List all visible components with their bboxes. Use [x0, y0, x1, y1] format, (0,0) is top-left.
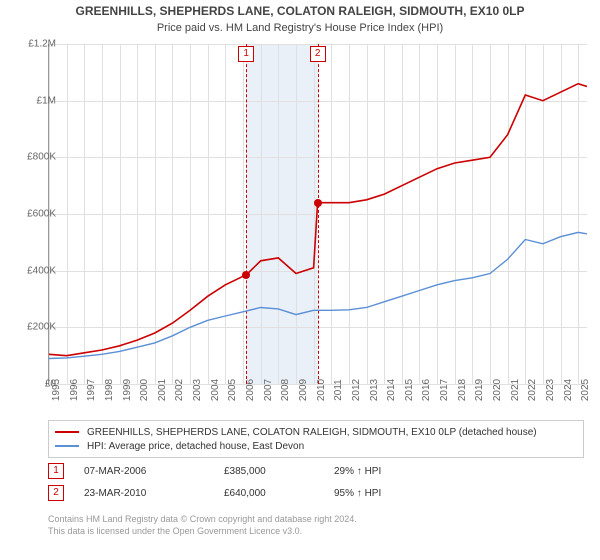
legend: GREENHILLS, SHEPHERDS LANE, COLATON RALE…	[48, 420, 584, 458]
event-date: 07-MAR-2006	[84, 466, 224, 477]
plot-area: 12	[48, 44, 587, 385]
legend-item: HPI: Average price, detached house, East…	[55, 439, 577, 453]
footer-text: Contains HM Land Registry data © Crown c…	[48, 514, 357, 537]
event-price: £640,000	[224, 488, 334, 499]
legend-item: GREENHILLS, SHEPHERDS LANE, COLATON RALE…	[55, 425, 577, 439]
event-price: £385,000	[224, 466, 334, 477]
marker-dot	[242, 271, 250, 279]
event-table: 1 07-MAR-2006£385,00029% ↑ HPI 2 23-MAR-201…	[48, 460, 444, 504]
marker-label: 2	[310, 46, 326, 62]
footer-line-2: This data is licensed under the Open Gov…	[48, 526, 357, 538]
legend-swatch	[55, 445, 79, 447]
series-hpi	[49, 232, 587, 358]
legend-label: HPI: Average price, detached house, East…	[87, 441, 304, 452]
event-pct: 95% ↑ HPI	[334, 488, 444, 499]
line-series-svg	[49, 44, 587, 384]
marker-label: 1	[238, 46, 254, 62]
legend-swatch	[55, 431, 79, 433]
legend-label: GREENHILLS, SHEPHERDS LANE, COLATON RALE…	[87, 427, 537, 438]
event-date: 23-MAR-2010	[84, 488, 224, 499]
chart-container: GREENHILLS, SHEPHERDS LANE, COLATON RALE…	[0, 0, 600, 560]
event-marker-number: 2	[48, 485, 64, 501]
event-pct: 29% ↑ HPI	[334, 466, 444, 477]
chart-title: GREENHILLS, SHEPHERDS LANE, COLATON RALE…	[0, 0, 600, 20]
event-row: 2 23-MAR-2010£640,00095% ↑ HPI	[48, 482, 444, 504]
chart-subtitle: Price paid vs. HM Land Registry's House …	[0, 20, 600, 34]
event-marker-number: 1	[48, 463, 64, 479]
series-property	[49, 84, 587, 356]
marker-dot	[314, 199, 322, 207]
event-row: 1 07-MAR-2006£385,00029% ↑ HPI	[48, 460, 444, 482]
footer-line-1: Contains HM Land Registry data © Crown c…	[48, 514, 357, 526]
